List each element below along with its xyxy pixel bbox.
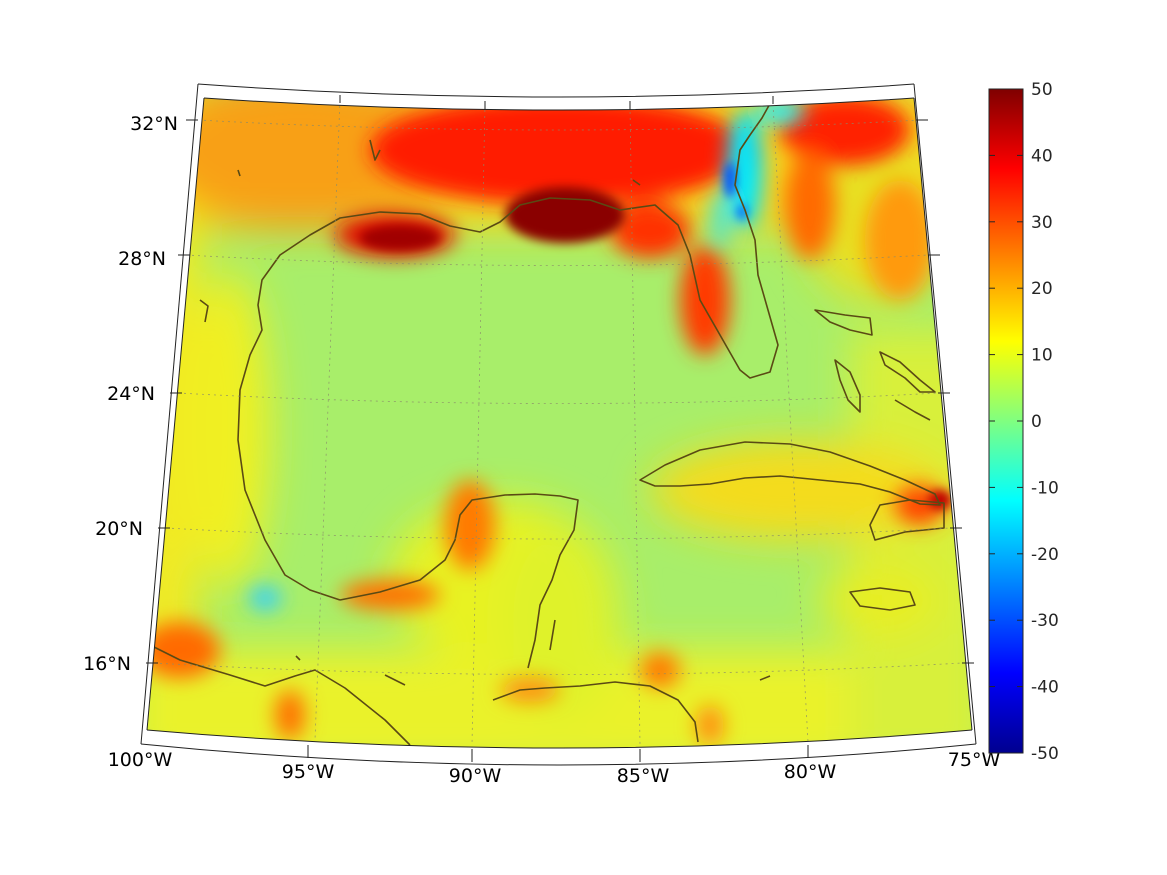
- lon-label: 90°W: [449, 765, 502, 787]
- coastlines: [149, 99, 945, 746]
- colorbar-tick-label: 40: [1031, 146, 1053, 166]
- colorbar-ticks: 50 40 30 20 10 0 -10 -20 -30 -40 -50: [989, 80, 1059, 764]
- lat-label: 28°N: [118, 248, 166, 270]
- colorbar-tick-label: -50: [1031, 744, 1059, 764]
- lat-label: 32°N: [130, 113, 178, 135]
- colorbar-tick-label: 50: [1031, 80, 1053, 100]
- lon-label: 75°W: [948, 749, 1001, 771]
- colorbar-tick-label: -10: [1031, 478, 1059, 498]
- lon-label: 80°W: [784, 761, 837, 783]
- data-field: [147, 98, 972, 748]
- lon-label: 100°W: [108, 749, 173, 771]
- lat-label: 20°N: [95, 518, 143, 540]
- colorbar-tick-label: 10: [1031, 346, 1053, 366]
- lat-label: 24°N: [107, 383, 155, 405]
- colorbar: 50 40 30 20 10 0 -10 -20 -30 -40 -50: [988, 80, 1059, 764]
- lon-label: 95°W: [282, 761, 335, 783]
- map-frame: [140, 83, 977, 766]
- colorbar-tick-label: 0: [1031, 412, 1042, 432]
- lat-label: 16°N: [83, 653, 131, 675]
- colorbar-tick-label: -20: [1031, 545, 1059, 565]
- longitude-labels: 100°W 95°W 90°W 85°W 80°W 75°W: [108, 749, 1001, 787]
- colorbar-tick-label: 30: [1031, 213, 1053, 233]
- colorbar-tick-label: -30: [1031, 611, 1059, 631]
- latitude-labels: 32°N 28°N 24°N 20°N 16°N: [83, 113, 178, 675]
- graticule: [153, 99, 963, 746]
- colorbar-tick-label: -40: [1031, 678, 1059, 698]
- lon-label: 85°W: [617, 765, 670, 787]
- colorbar-tick-label: 20: [1031, 279, 1053, 299]
